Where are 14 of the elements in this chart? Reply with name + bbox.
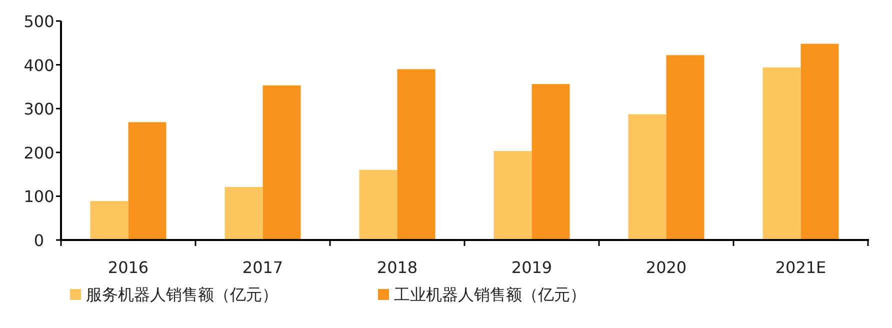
x-tick-label: 2019 [511, 258, 552, 277]
x-tick-label: 2016 [108, 258, 149, 277]
legend-label: 服务机器人销售额（亿元） [86, 285, 278, 304]
x-tick-label: 2018 [376, 258, 418, 277]
y-tick-label: 0 [34, 231, 44, 250]
y-tick-label: 300 [24, 100, 54, 119]
y-tick-label: 500 [24, 12, 54, 31]
y-tick-label: 100 [24, 187, 54, 206]
x-tick-label: 2020 [646, 258, 687, 277]
x-tick-label: 2017 [242, 258, 284, 277]
legend-label: 工业机器人销售额（亿元） [394, 285, 586, 304]
y-tick-label: 400 [24, 56, 54, 75]
y-tick-label: 200 [24, 143, 54, 162]
x-tick-label: 2021E [775, 258, 826, 277]
